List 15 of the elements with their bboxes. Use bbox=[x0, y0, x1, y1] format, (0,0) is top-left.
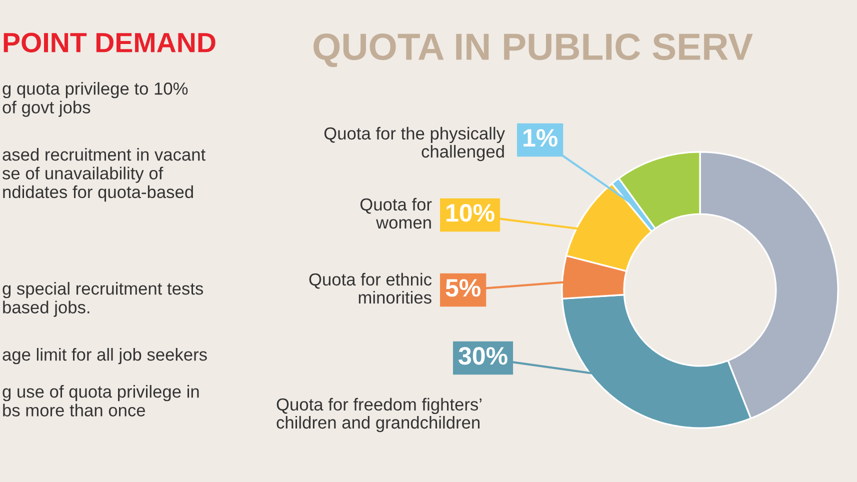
text: g special recruitment tests based jobs. bbox=[2, 282, 204, 317]
data-label: 1% bbox=[524, 129, 558, 147]
text: g use of quota privilege in bs more than once bbox=[2, 385, 199, 416]
text: g quota privilege to 10% of govt jobs bbox=[2, 82, 188, 117]
slice-label: Quota for freedom fighters’ children and grandchildren bbox=[276, 398, 482, 432]
legend-label: Quota for women bbox=[360, 198, 432, 229]
data-label: 30% bbox=[458, 347, 508, 365]
data-label: 10% bbox=[446, 204, 494, 222]
text: age limit for all job seekers bbox=[2, 348, 207, 364]
chart-title: QUOTA IN PUBLIC SERV bbox=[314, 34, 753, 68]
text: POINT DEMAND bbox=[4, 32, 216, 52]
legend-label: Quota for the physically challenged bbox=[324, 126, 505, 162]
legend-label: Quota for ethnic minorities bbox=[309, 272, 432, 304]
text: ased recruitment in vacant se of unavailability of ndidates for quota-based bbox=[2, 148, 206, 202]
data-label: 5% bbox=[446, 279, 480, 297]
